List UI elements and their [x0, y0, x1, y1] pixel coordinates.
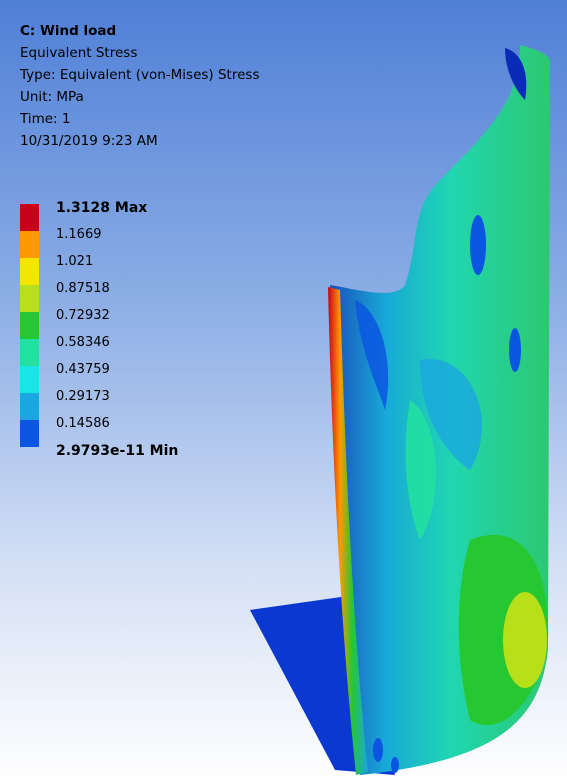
legend-label: 0.72932 [56, 308, 110, 323]
legend-swatch-3 [20, 285, 39, 312]
legend-label-min: 2.9793e-11 Min [56, 443, 179, 459]
legend-swatch-6 [20, 366, 39, 393]
result-header: C: Wind load Equivalent Stress Type: Equ… [20, 20, 259, 152]
legend-swatch-8 [20, 420, 39, 447]
legend-label: 1.021 [56, 254, 94, 269]
stress-zone [391, 757, 399, 773]
stress-zone [373, 738, 383, 762]
stress-zone [405, 400, 437, 540]
legend-label: 0.29173 [56, 389, 110, 404]
legend-label-max: 1.3128 Max [56, 200, 148, 216]
stress-zone [509, 328, 521, 372]
result-time: Time: 1 [20, 111, 71, 127]
stress-zone [505, 48, 527, 100]
stress-zone [470, 215, 486, 275]
stress-zone [355, 300, 389, 410]
legend-label: 1.1669 [56, 227, 102, 242]
legend-swatch-1 [20, 231, 39, 258]
legend-label: 0.43759 [56, 362, 110, 377]
stress-zone [503, 592, 547, 688]
result-timestamp: 10/31/2019 9:23 AM [20, 133, 158, 149]
legend-swatch-2 [20, 258, 39, 285]
legend-label: 0.87518 [56, 281, 110, 296]
result-unit: Unit: MPa [20, 89, 84, 105]
legend-swatch-7 [20, 393, 39, 420]
legend-label: 0.58346 [56, 335, 110, 350]
result-type: Type: Equivalent (von-Mises) Stress [20, 67, 260, 83]
stress-zone [420, 359, 482, 470]
result-name: Equivalent Stress [20, 45, 138, 61]
legend-swatch-4 [20, 312, 39, 339]
contour-legend[interactable]: 1.3128 Max 1.1669 1.021 0.87518 0.72932 … [20, 200, 220, 480]
legend-label: 0.14586 [56, 416, 110, 431]
legend-swatch-0 [20, 204, 39, 231]
legend-swatch-5 [20, 339, 39, 366]
shell-front-edge [328, 287, 368, 775]
analysis-title: C: Wind load [20, 23, 117, 39]
